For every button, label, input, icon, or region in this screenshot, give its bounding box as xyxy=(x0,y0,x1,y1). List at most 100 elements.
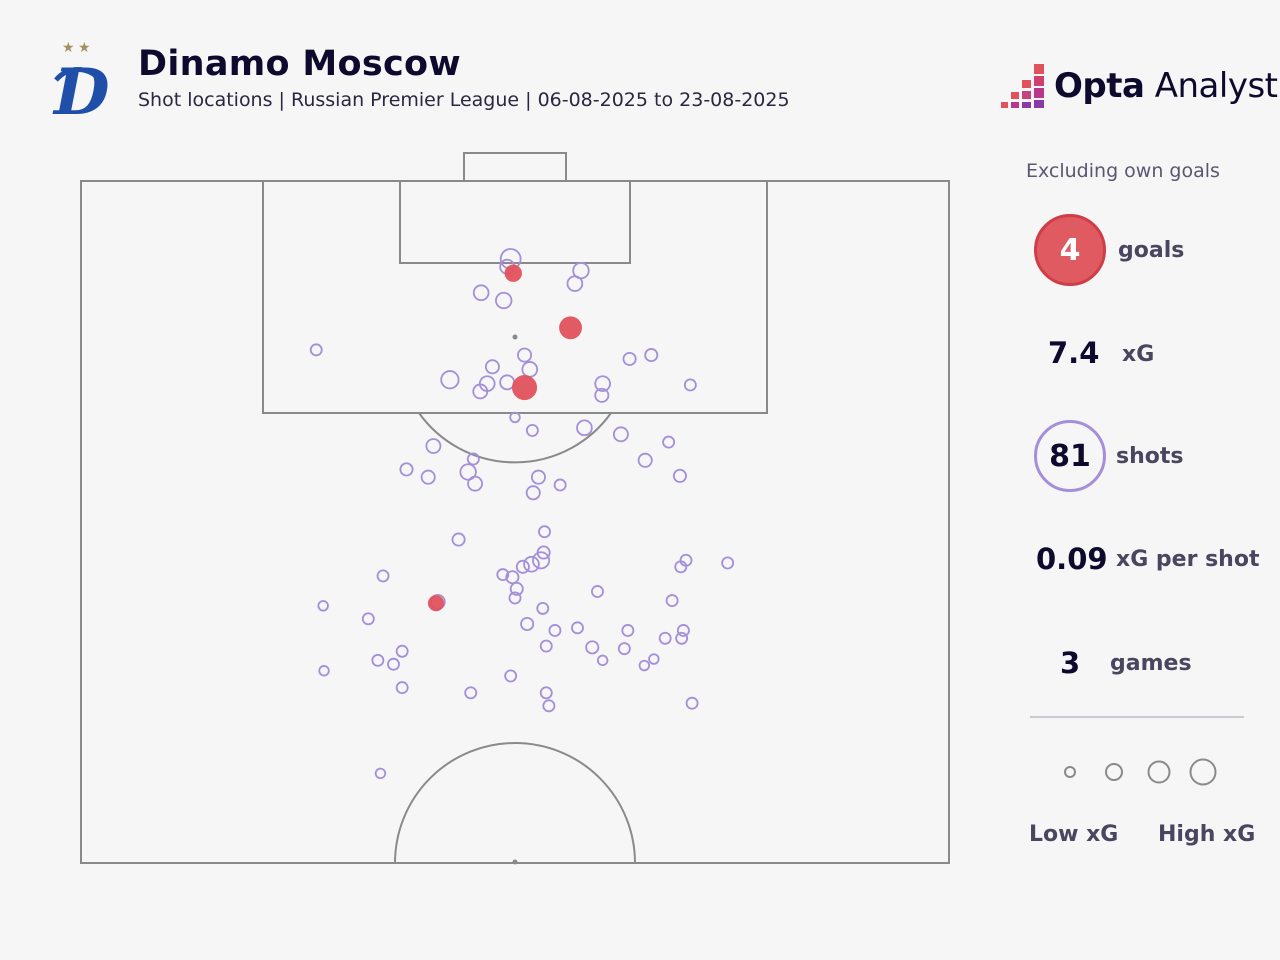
shot-marker xyxy=(674,560,688,574)
shot-marker xyxy=(472,383,489,400)
shot-marker xyxy=(464,686,478,700)
shot-marker xyxy=(317,600,329,612)
shot-marker xyxy=(451,532,466,547)
page-subtitle: Shot locations | Russian Premier League … xyxy=(138,89,790,111)
shot-marker xyxy=(318,665,330,677)
centre-circle xyxy=(394,742,636,864)
stat-games: 3 games xyxy=(1010,644,1270,720)
xg-label: xG xyxy=(1122,342,1155,367)
shot-marker xyxy=(472,284,490,302)
legend-circle-s xyxy=(1105,763,1123,781)
shot-marker xyxy=(538,525,551,539)
shot-marker xyxy=(685,696,699,710)
games-label: games xyxy=(1110,651,1192,676)
shot-marker xyxy=(505,570,520,585)
shot-marker xyxy=(662,435,676,449)
shot-marker xyxy=(621,624,635,637)
centre-spot xyxy=(512,859,518,865)
shot-marker xyxy=(520,616,535,631)
shot-marker xyxy=(676,624,690,637)
shot-marker xyxy=(665,594,679,608)
shot-marker xyxy=(576,419,593,437)
shot-marker xyxy=(509,581,524,596)
shot-marker xyxy=(539,639,553,653)
half-pitch-outline xyxy=(80,180,950,864)
shot-marker xyxy=(496,568,510,582)
shot-marker xyxy=(532,551,551,570)
shots-label: shots xyxy=(1116,444,1184,469)
shot-marker xyxy=(420,469,436,485)
legend-circle-l xyxy=(1189,758,1217,786)
shot-marker xyxy=(536,601,550,615)
shots-value: 81 xyxy=(1034,420,1106,492)
shot-marker xyxy=(387,657,400,671)
shot-marker xyxy=(425,438,442,454)
shot-marker xyxy=(376,569,390,583)
shot-marker xyxy=(523,555,540,573)
shot-marker xyxy=(594,375,611,392)
shot-marker xyxy=(617,642,631,656)
xg-per-shot-label: xG per shot xyxy=(1116,547,1260,572)
shot-marker xyxy=(525,423,539,437)
shot-marker xyxy=(309,343,323,357)
dinamo-d-letter-icon: D xyxy=(52,55,108,120)
goal-marker xyxy=(559,316,582,340)
shot-marker xyxy=(495,291,513,310)
legend-low-label: Low xG xyxy=(1029,822,1119,847)
shot-marker xyxy=(467,475,483,492)
shot-marker xyxy=(637,452,653,468)
goal-marker xyxy=(504,264,522,282)
panel-divider xyxy=(1030,716,1244,718)
shot-marker xyxy=(459,463,477,481)
games-value: 3 xyxy=(1060,646,1081,680)
brand-name: Opta Analyst xyxy=(1054,66,1278,106)
shot-marker xyxy=(484,359,500,375)
brand-name-bold: Opta xyxy=(1054,66,1145,106)
goals-value: 4 xyxy=(1034,214,1106,286)
stats-panel: Excluding own goals 4 goals 7.4 xG 81 sh… xyxy=(1010,150,1270,870)
shot-marker xyxy=(508,591,522,605)
goals-label: goals xyxy=(1118,238,1185,263)
shot-marker xyxy=(721,556,735,570)
shot-marker xyxy=(542,699,556,713)
shot-marker xyxy=(440,370,460,390)
star-icon: ★ xyxy=(62,40,75,56)
shot-marker xyxy=(517,347,533,363)
opta-analyst-logo: Opta Analyst xyxy=(996,60,1278,112)
shot-marker xyxy=(374,767,387,780)
shot-marker xyxy=(594,387,610,403)
shot-marker xyxy=(675,631,689,645)
xg-value: 7.4 xyxy=(1048,336,1100,370)
shot-marker xyxy=(371,653,385,667)
goal-marker xyxy=(427,595,445,612)
shot-marker xyxy=(395,681,409,695)
shot-marker xyxy=(683,378,697,392)
shot-marker xyxy=(596,654,609,667)
goal xyxy=(463,152,567,182)
shot-marker xyxy=(672,468,687,483)
shot-marker xyxy=(622,351,637,366)
shot-marker xyxy=(466,452,480,466)
page-title: Dinamo Moscow xyxy=(138,44,462,84)
shot-marker xyxy=(612,426,629,443)
shot-marker xyxy=(539,686,553,700)
shot-marker xyxy=(591,585,604,598)
penalty-spot xyxy=(512,334,518,340)
panel-note: Excluding own goals xyxy=(1026,160,1220,182)
legend-circle-xs xyxy=(1064,766,1076,778)
legend-high-label: High xG xyxy=(1158,822,1256,847)
brand-name-light: Analyst xyxy=(1144,66,1278,106)
shot-marker xyxy=(566,275,584,292)
shot-marker xyxy=(530,469,546,485)
xg-per-shot-value: 0.09 xyxy=(1036,542,1108,576)
xg-size-legend xyxy=(1064,758,1217,786)
shot-marker xyxy=(525,485,541,501)
dinamo-crest-icon: ★ ★ D xyxy=(52,40,108,120)
shot-marker xyxy=(658,631,672,645)
goal-marker xyxy=(512,375,538,401)
shot-marker xyxy=(553,478,567,492)
shot-marker xyxy=(399,462,414,477)
shot-marker xyxy=(571,621,584,635)
shot-marker xyxy=(648,653,660,665)
opta-bars-icon xyxy=(1001,64,1044,108)
